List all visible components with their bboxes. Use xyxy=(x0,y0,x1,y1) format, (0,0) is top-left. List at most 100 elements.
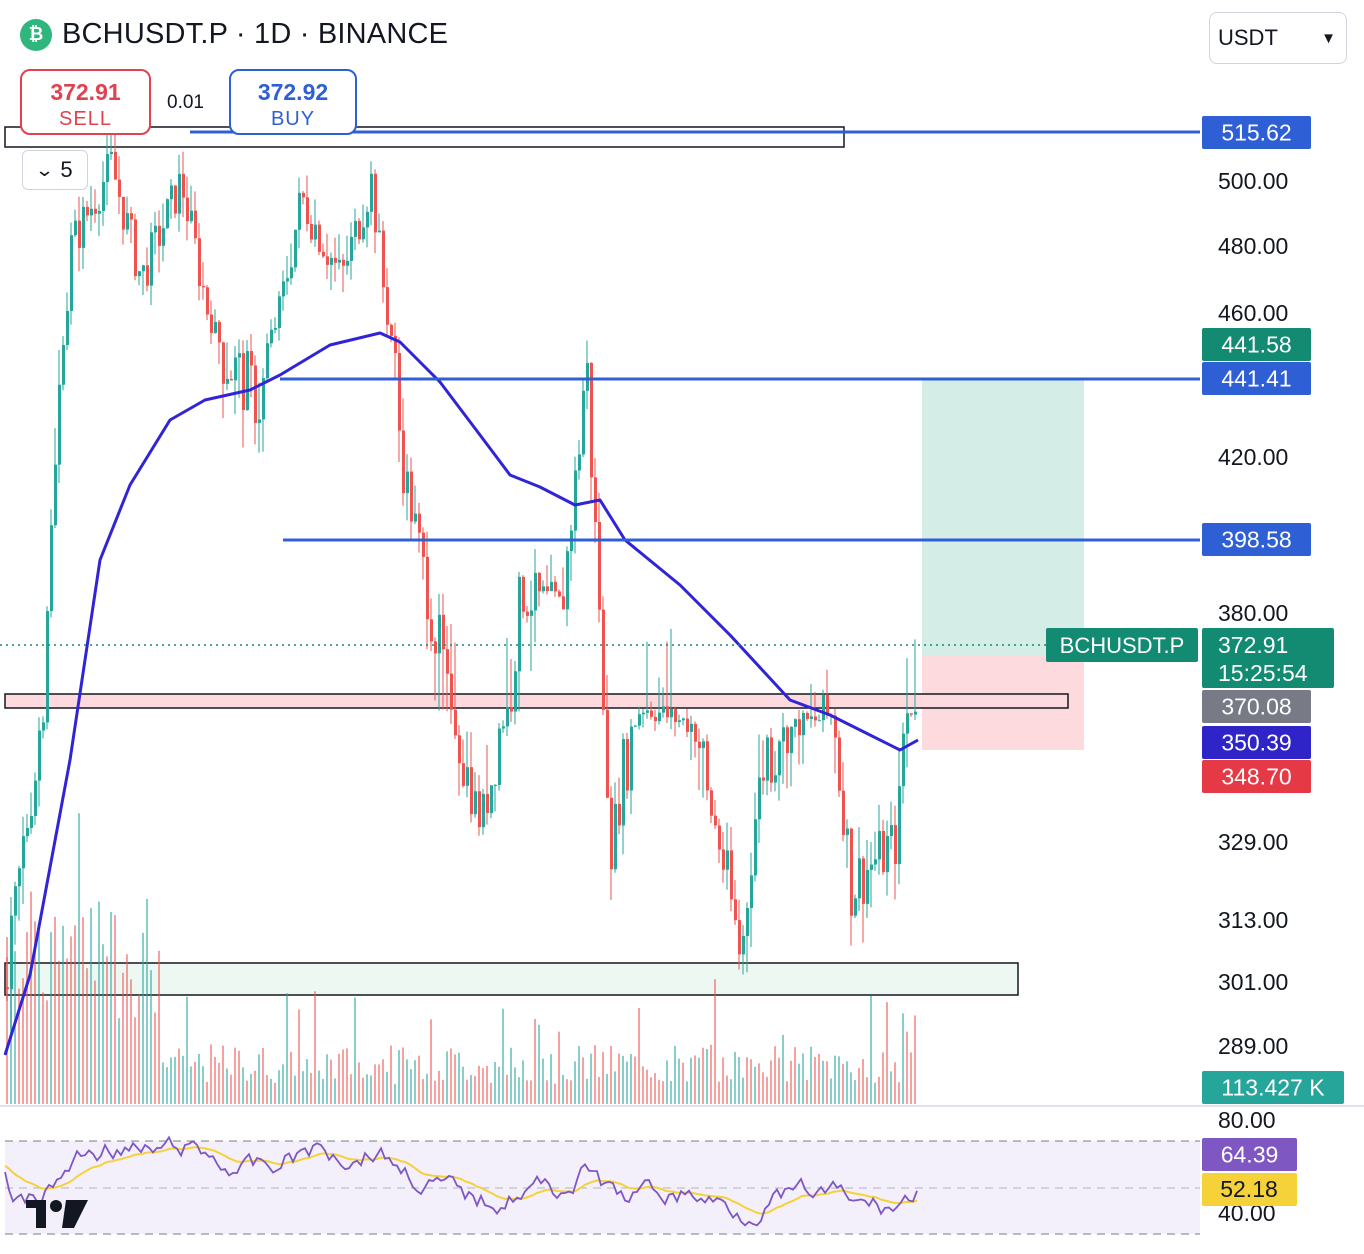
candle-body xyxy=(818,720,821,722)
candle-body xyxy=(710,790,713,816)
volume-bar xyxy=(190,1066,192,1104)
volume-bar xyxy=(466,1079,468,1104)
volume-bar xyxy=(438,1070,440,1104)
candle-body xyxy=(638,714,641,726)
candle-body xyxy=(338,259,341,263)
volume-bar xyxy=(566,1079,568,1104)
candle-body xyxy=(482,794,485,828)
volume-bar xyxy=(842,1063,844,1104)
volume-bar xyxy=(326,1054,328,1104)
candle-body xyxy=(38,730,41,781)
y-tick-label: 460.00 xyxy=(1218,300,1288,326)
candle-body xyxy=(522,576,525,612)
volume-bar xyxy=(554,1083,556,1104)
candle-body xyxy=(910,713,913,715)
level-low-tag-bg xyxy=(1202,523,1311,556)
symbol-title[interactable]: BCHUSDT.P · 1D · BINANCE xyxy=(62,18,449,50)
candle-body xyxy=(686,718,689,732)
symbol-tag-bg xyxy=(1046,628,1198,662)
volume-bar xyxy=(210,1044,212,1104)
candle-body xyxy=(94,208,97,214)
last-price-tag: 372.91 xyxy=(1218,632,1288,658)
candle-body xyxy=(558,591,561,597)
candle-body xyxy=(34,780,37,816)
candle-body xyxy=(134,219,137,277)
volume-bar xyxy=(518,1077,520,1104)
volume-bar xyxy=(254,1070,256,1104)
candle-body xyxy=(322,251,325,257)
volume-bar xyxy=(178,1048,180,1104)
pivot-zone-box[interactable] xyxy=(4,693,1069,709)
candle-body xyxy=(438,614,441,654)
candle-body xyxy=(394,335,397,354)
candle-body xyxy=(486,794,489,814)
candle-body xyxy=(334,257,337,263)
moving-average-line[interactable] xyxy=(3,331,919,1056)
stop-tag: 348.70 xyxy=(1221,764,1291,790)
candle-body xyxy=(890,825,893,837)
sell-label: SELL xyxy=(59,108,112,130)
volume-bar xyxy=(430,1019,432,1104)
rsi-line[interactable] xyxy=(4,1135,918,1227)
volume-bar xyxy=(770,1060,772,1104)
candle-body xyxy=(822,694,825,721)
volume-bar xyxy=(334,1078,336,1104)
candle-body xyxy=(870,864,873,870)
volume-bar xyxy=(702,1047,704,1104)
volume-bar xyxy=(62,925,64,1104)
volume-bar xyxy=(74,925,76,1104)
volume-bar xyxy=(522,1060,524,1104)
demand-zone-box[interactable] xyxy=(4,962,1019,996)
volume-bar xyxy=(94,980,96,1104)
candle-body xyxy=(854,898,857,916)
volume-bar xyxy=(666,1060,668,1104)
symbol-tag: BCHUSDT.P xyxy=(1060,633,1185,658)
buy-button[interactable]: 372.92 BUY xyxy=(229,69,357,135)
candle-body xyxy=(754,819,757,876)
level-low-tag: 398.58 xyxy=(1221,527,1291,553)
volume-bar xyxy=(282,1064,284,1104)
candle-body xyxy=(546,586,549,592)
candle-body xyxy=(642,712,645,715)
y-tick-label: 313.00 xyxy=(1218,907,1288,933)
volume-bar xyxy=(506,1074,508,1104)
volume-bar xyxy=(838,1056,840,1104)
volume-bar xyxy=(202,1066,204,1104)
candle-body xyxy=(106,154,109,183)
currency-select[interactable]: USDT ▼ xyxy=(1209,12,1347,64)
candle-body xyxy=(242,353,245,411)
candle-body xyxy=(534,572,537,611)
candle-body xyxy=(174,185,177,214)
y-tick-label: 289.00 xyxy=(1218,1033,1288,1059)
candle-body xyxy=(298,192,301,230)
candle-body xyxy=(598,522,601,610)
volume-bar xyxy=(286,993,288,1104)
volume-bar xyxy=(510,1047,512,1104)
volume-bar xyxy=(906,1031,908,1104)
volume-bar xyxy=(278,1070,280,1104)
candle-body xyxy=(826,694,829,716)
volume-bar xyxy=(30,891,32,1104)
candle-body xyxy=(842,790,845,835)
quantity-dropdown[interactable]: ⌄ 5 xyxy=(22,150,88,190)
volume-bar xyxy=(502,1008,504,1104)
volume-bar xyxy=(902,1013,904,1104)
sell-button[interactable]: 372.91 SELL xyxy=(20,69,151,135)
volume-bar xyxy=(350,1074,352,1104)
volume-bar xyxy=(618,1053,620,1104)
volume-bar xyxy=(454,1054,456,1104)
volume-bar xyxy=(546,1080,548,1104)
candle-body xyxy=(10,915,13,990)
candle-body xyxy=(470,767,473,815)
volume-bar xyxy=(650,1077,652,1104)
candle-body xyxy=(806,712,809,719)
level-top-tag-bg xyxy=(1202,116,1311,149)
supply-zone-box[interactable] xyxy=(4,126,845,148)
candle-body xyxy=(574,470,577,531)
candle-body xyxy=(670,708,673,718)
candle-body xyxy=(78,220,81,248)
volume-bar xyxy=(786,1081,788,1104)
candle-body xyxy=(314,224,317,240)
volume-bar xyxy=(482,1068,484,1104)
